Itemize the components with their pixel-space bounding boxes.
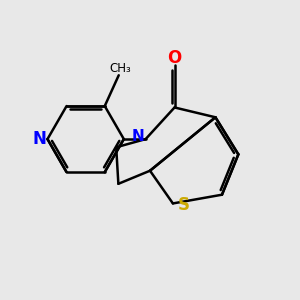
Text: N: N: [132, 129, 144, 144]
Text: N: N: [32, 130, 46, 148]
Text: S: S: [178, 196, 190, 214]
Text: CH₃: CH₃: [110, 62, 131, 75]
Text: O: O: [167, 49, 182, 67]
